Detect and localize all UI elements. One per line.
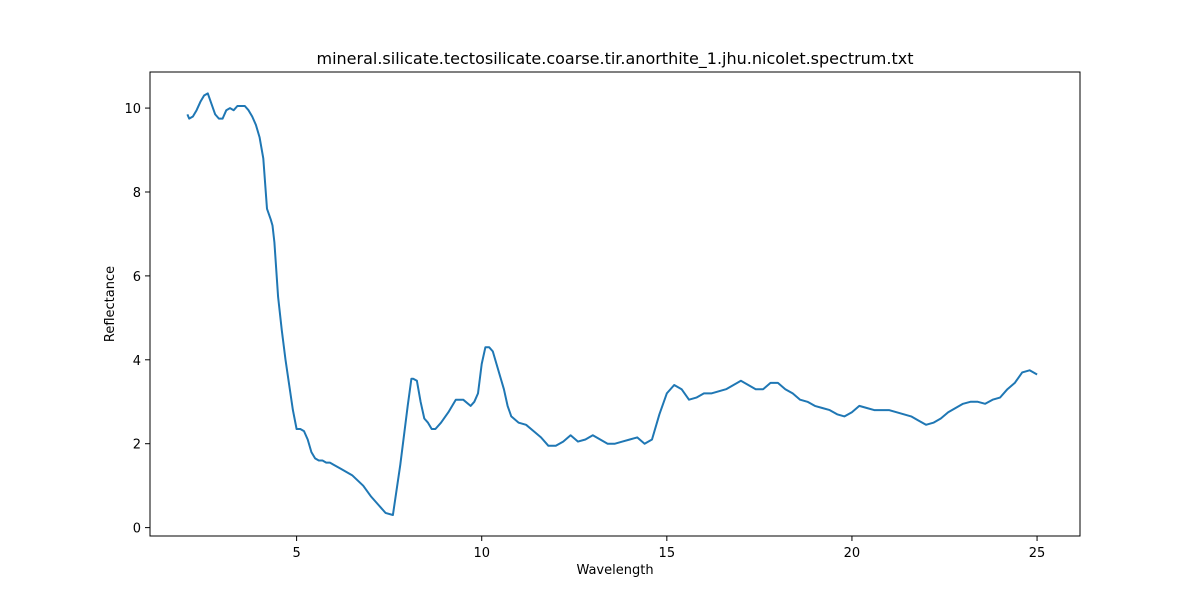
series-line-0 <box>186 92 1038 516</box>
y-tick-label: 0 <box>133 522 141 537</box>
y-tick-label: 4 <box>133 354 141 369</box>
x-tick-label: 25 <box>1029 546 1046 561</box>
plot-frame <box>149 71 1081 537</box>
y-tick-label: 6 <box>133 270 141 285</box>
x-tick-label: 20 <box>844 546 861 561</box>
x-tick-label: 10 <box>473 546 490 561</box>
y-tick-label: 10 <box>124 102 141 117</box>
y-tick-label: 2 <box>133 438 141 453</box>
plot-layer <box>186 92 1038 516</box>
y-tick-label: 8 <box>133 186 141 201</box>
chart-title: mineral.silicate.tectosilicate.coarse.ti… <box>316 49 913 69</box>
x-tick-label: 5 <box>292 546 300 561</box>
x-tick-label: 15 <box>659 546 676 561</box>
y-axis-label: Reflectance <box>103 266 118 342</box>
x-axis-label: Wavelength <box>576 563 653 578</box>
axes-layer: 5 10 15 20 25 0 2 4 6 8 10 <box>124 71 1081 561</box>
